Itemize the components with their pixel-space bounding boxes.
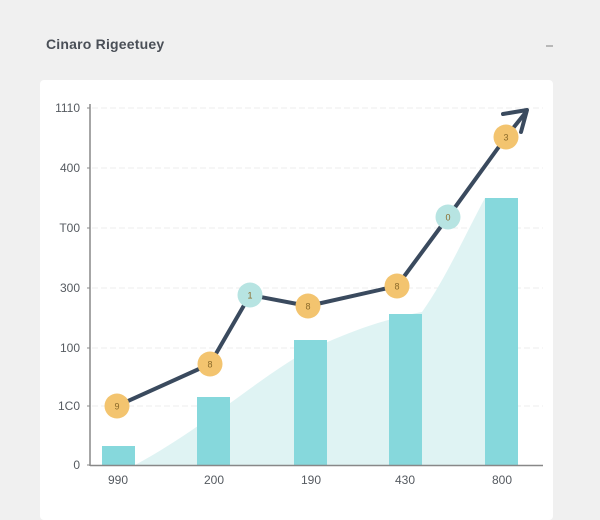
trend-marker[interactable]: 9	[104, 393, 130, 419]
x-tick-label: 200	[204, 473, 224, 487]
bar-430[interactable]	[389, 314, 422, 465]
chart-title: Cinaro Rigeetuey	[46, 36, 165, 52]
bar-800[interactable]	[485, 198, 518, 465]
marker-label: 8	[394, 282, 399, 292]
y-tick-labels: 1110 400 T00 300 100 1C0 0	[55, 101, 90, 472]
trend-marker[interactable]: 1	[237, 282, 263, 308]
trend-marker[interactable]: 8	[295, 293, 321, 319]
marker-label: 8	[305, 302, 310, 312]
marker-label: 0	[445, 213, 450, 223]
y-tick-label: 100	[60, 341, 80, 355]
y-tick-label: 1C0	[58, 399, 80, 413]
marker-label: 8	[207, 360, 212, 370]
trend-marker[interactable]: 0	[435, 204, 461, 230]
trend-line	[115, 110, 528, 408]
bar-190[interactable]	[294, 340, 327, 465]
y-tick-label: 1110	[55, 101, 80, 115]
y-tick-label: 300	[60, 281, 80, 295]
bar-990[interactable]	[102, 446, 135, 465]
x-tick-labels: 990 200 190 430 800	[108, 473, 512, 487]
y-tick-label: 400	[60, 161, 80, 175]
x-tick-label: 190	[301, 473, 321, 487]
trend-marker[interactable]: 8	[197, 351, 223, 377]
area-fill	[135, 198, 518, 465]
y-tick-label: T00	[59, 221, 80, 235]
trend-arrow-icon	[501, 108, 529, 134]
trend-marker[interactable]: 8	[384, 273, 410, 299]
bar-200[interactable]	[197, 397, 230, 465]
y-tick-label: 0	[73, 458, 80, 472]
trend-markers: 9 8 1 8 8 0 3	[104, 124, 519, 419]
marker-label: 3	[503, 133, 508, 143]
marker-label: 9	[114, 402, 119, 412]
x-tick-label: 430	[395, 473, 415, 487]
marker-label: 1	[247, 291, 252, 301]
menu-dash-icon[interactable]	[546, 45, 553, 47]
bar-series	[102, 198, 518, 465]
x-tick-label: 800	[492, 473, 512, 487]
x-tick-label: 990	[108, 473, 128, 487]
trend-marker[interactable]: 3	[493, 124, 519, 150]
